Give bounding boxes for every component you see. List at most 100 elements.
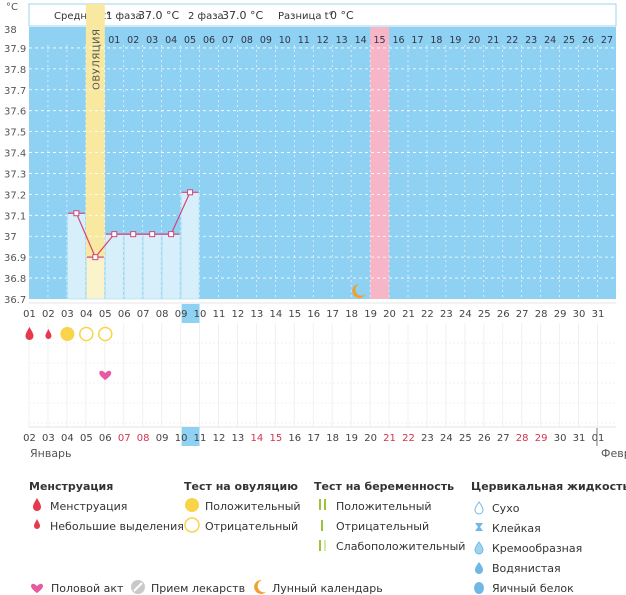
legend-cervical-dry: Сухо — [492, 502, 520, 515]
date-label: 20 — [383, 309, 396, 320]
cycle-day-label: 18 — [430, 35, 442, 46]
cycle-day-label: 27 — [601, 35, 613, 46]
cycle-day-label: 08 — [241, 35, 253, 46]
legend-cervical-title: Цервикальная жидкость — [471, 480, 626, 493]
intercourse-heart-icon — [31, 583, 43, 593]
cycle-day-label: 20 — [468, 35, 480, 46]
pregnancy-positive-icon-a — [319, 499, 321, 510]
temperature-bar — [161, 233, 181, 300]
cycle-day-label: 23 — [525, 35, 537, 46]
date-row-bottom: 02 03 04 05 06 07 08 09 10 11 12 13 14 15 16 17 18 19 20 21… — [23, 426, 616, 446]
date-label: 27 — [497, 433, 510, 444]
cycle-day-label: 16 — [392, 35, 404, 46]
y-tick-label: 37 — [4, 232, 17, 243]
temperature-bar — [67, 212, 86, 300]
cycle-day-label: 21 — [487, 35, 499, 46]
y-tick-label: 37.2 — [4, 190, 26, 201]
cycle-day-label: 04 — [165, 35, 177, 46]
date-label: 01 — [23, 309, 36, 320]
date-label: 04 — [61, 433, 74, 444]
temperature-bar — [86, 256, 105, 300]
date-label: 27 — [516, 309, 529, 320]
date-label: 10 — [175, 433, 188, 444]
menstruation-marker — [25, 327, 34, 340]
selected-date-cell — [181, 304, 200, 323]
events-grid — [28, 323, 616, 427]
date-label: 06 — [118, 309, 131, 320]
date-label: 18 — [326, 433, 339, 444]
date-label: 22 — [402, 433, 415, 444]
phase2-label: 2 фаза — [188, 11, 224, 22]
legend-cervical-sticky: Клейкая — [492, 522, 541, 535]
cervical-sticky-icon — [475, 523, 483, 531]
y-tick-label: 38 — [4, 25, 17, 36]
date-label: 29 — [535, 433, 548, 444]
y-tick-label: 37.1 — [4, 211, 26, 222]
ovulation-positive-icon — [185, 498, 199, 512]
temperature-point — [187, 189, 194, 196]
cervical-creamy-icon — [474, 541, 484, 555]
date-label: 21 — [402, 309, 415, 320]
date-label: 09 — [156, 433, 169, 444]
legend-cervical-watery: Водянистая — [492, 562, 561, 575]
y-tick-label: 37.7 — [4, 86, 26, 97]
date-label: 25 — [478, 309, 491, 320]
legend-pregnancy-weak: Слабоположительный — [336, 540, 466, 553]
date-label: 18 — [345, 309, 358, 320]
date-label: 14 — [269, 309, 282, 320]
date-label: 15 — [269, 433, 282, 444]
legend-spotting-item: Небольшие выделения — [50, 520, 184, 533]
date-label: 19 — [364, 309, 377, 320]
cycle-day-label: 22 — [506, 35, 518, 46]
date-label: 15 — [288, 309, 301, 320]
ovulation-negative-icon — [184, 517, 200, 533]
highlighted-day-column — [370, 27, 390, 299]
cycle-day-label: 14 — [355, 35, 367, 46]
date-label: 13 — [251, 309, 264, 320]
date-label: 22 — [421, 309, 434, 320]
cycle-day-label: 05 — [184, 35, 196, 46]
event-markers — [25, 326, 113, 380]
date-label: 30 — [573, 309, 586, 320]
date-label: 17 — [307, 433, 320, 444]
cervical-dry-icon — [474, 501, 484, 515]
cycle-day-label: 25 — [563, 35, 575, 46]
temperature-point — [92, 254, 99, 261]
legend-menstruation-item: Менструация — [50, 500, 128, 513]
cycle-day-label: 17 — [411, 35, 423, 46]
date-label: 08 — [137, 433, 150, 444]
avg-temp-label: Средняя t° — [54, 11, 111, 22]
temperature-bars — [67, 191, 200, 300]
cervical-eggwhite-icon — [474, 582, 484, 594]
temperature-series — [67, 189, 199, 261]
date-label: 02 — [42, 309, 55, 320]
ovulation-negative-marker — [98, 326, 113, 342]
menstruation-drop-icon — [33, 498, 41, 511]
legend-pregnancy-title: Тест на беременность — [314, 480, 455, 493]
cycle-day-label: 03 — [146, 35, 158, 46]
date-label: 23 — [421, 433, 434, 444]
medication-icon-stripe — [133, 582, 143, 592]
diff-label: Разница t° — [278, 11, 334, 22]
y-tick-label: 36.7 — [4, 295, 26, 306]
date-label: 11 — [213, 309, 226, 320]
date-label: 16 — [288, 433, 301, 444]
legend-ovulation-title: Тест на овуляцию — [184, 480, 298, 493]
temperature-bar — [180, 191, 200, 300]
date-label: 31 — [573, 433, 586, 444]
legend-cervical-eggwhite: Яичный белок — [492, 582, 574, 595]
y-tick-label: 37.4 — [4, 149, 26, 160]
legend-ovulation-negative: Отрицательный — [205, 520, 299, 533]
date-label: 29 — [554, 309, 567, 320]
temperature-point — [111, 231, 118, 238]
date-label: 08 — [156, 309, 169, 320]
date-label: 09 — [175, 309, 188, 320]
pregnancy-positive-icon-b — [324, 499, 326, 510]
date-label: 03 — [61, 309, 74, 320]
cycle-day-label: 19 — [449, 35, 461, 46]
date-label: 19 — [345, 433, 358, 444]
cycle-day-label: 06 — [203, 35, 215, 46]
y-tick-label: 37.3 — [4, 169, 26, 180]
date-label: 01 — [592, 433, 605, 444]
date-label: 13 — [232, 433, 245, 444]
